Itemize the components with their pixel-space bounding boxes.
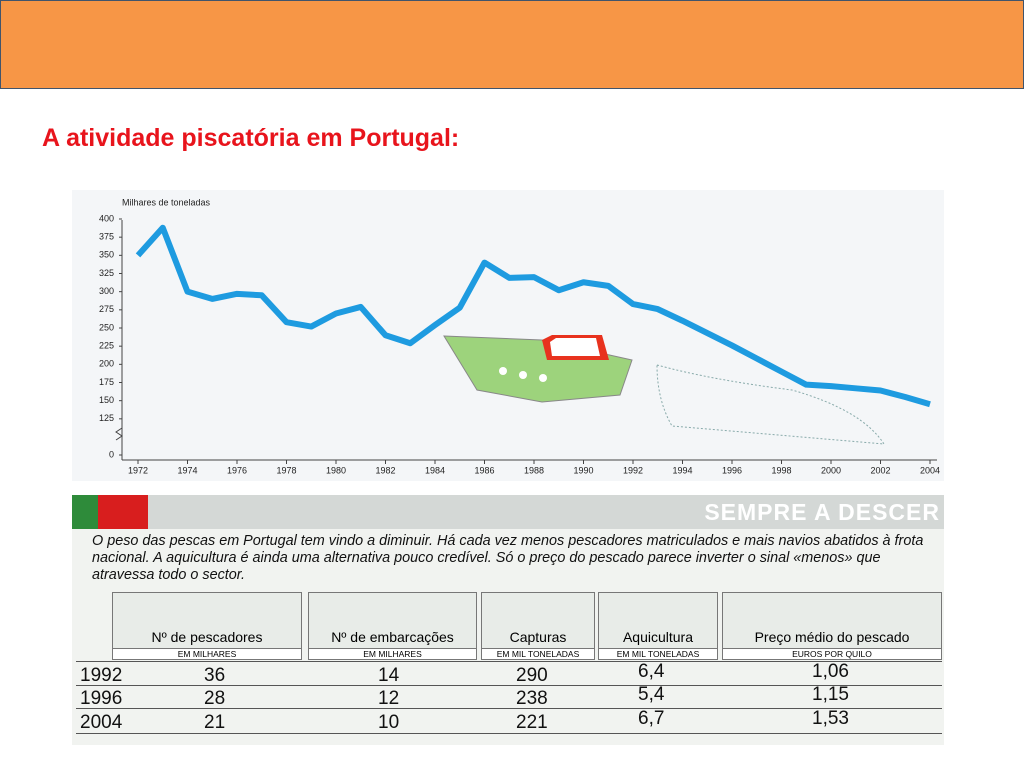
x-tick-label: 2002 xyxy=(870,465,890,475)
y-tick-label: 325 xyxy=(99,268,114,278)
y-tick-label: 375 xyxy=(99,232,114,242)
table-cell: 290 xyxy=(516,665,548,686)
y-axis-label: Milhares de toneladas xyxy=(122,197,211,207)
y-tick-label: 0 xyxy=(109,449,114,459)
slide-title: A atividade piscatória em Portugal: xyxy=(42,124,460,152)
column-label: Preço médio do pescado xyxy=(754,629,910,645)
table-cell: 1,15 xyxy=(812,684,849,705)
table-cell: 6,4 xyxy=(638,661,665,682)
x-tick-label: 1976 xyxy=(227,465,247,475)
table-cell: 10 xyxy=(378,712,400,733)
row-year: 1992 xyxy=(80,665,123,686)
column-header: Nº de embarcações EM MILHARES xyxy=(308,592,477,660)
row-rule xyxy=(76,661,942,662)
row-year: 1996 xyxy=(80,688,123,709)
x-tick-label: 1988 xyxy=(524,465,544,475)
boat xyxy=(443,335,885,445)
data-line xyxy=(135,224,931,408)
x-tick-label: 1994 xyxy=(672,465,692,475)
column-unit: EUROS POR QUILO xyxy=(723,648,941,659)
axis-break xyxy=(115,427,123,441)
column-label: Nº de embarcações xyxy=(331,629,454,645)
x-tick-label: 1996 xyxy=(722,465,742,475)
table-cell: 28 xyxy=(204,688,226,709)
column-unit: EM MILHARES xyxy=(113,648,301,659)
x-tick-label: 1992 xyxy=(623,465,643,475)
y-tick-label: 275 xyxy=(99,304,114,314)
table-cell: 21 xyxy=(204,712,226,733)
table-cell: 238 xyxy=(516,688,548,709)
column-label: Capturas xyxy=(509,629,567,645)
table-cell: 1,06 xyxy=(812,661,849,682)
column-unit: EM MILHARES xyxy=(309,648,476,659)
row-rule xyxy=(76,733,942,734)
y-tick-label: 225 xyxy=(99,341,114,351)
table-header: SEMPRE A DESCER xyxy=(72,495,944,529)
table-cell: 6,7 xyxy=(638,708,665,729)
chart: Milhares de toneladas 0 125 150 175 200 225 25… xyxy=(72,190,944,481)
table-cell: 1,53 xyxy=(812,708,849,729)
table-cell: 14 xyxy=(378,665,400,686)
column-label: Nº de pescadores xyxy=(151,629,263,645)
column-unit: EM MIL TONELADAS xyxy=(482,648,594,659)
x-tick-label: 1990 xyxy=(573,465,593,475)
y-tick-label: 300 xyxy=(99,286,114,296)
y-tick-label: 350 xyxy=(99,250,114,260)
x-tick-label: 1972 xyxy=(128,465,148,475)
column-header: Capturas EM MIL TONELADAS xyxy=(481,592,595,660)
x-tick-label: 1998 xyxy=(771,465,791,475)
header-bar xyxy=(0,0,1024,89)
column-header: Preço médio do pescado EUROS POR QUILO xyxy=(722,592,942,660)
x-tick-label: 2004 xyxy=(920,465,940,475)
table-cell: 221 xyxy=(516,712,548,733)
y-tick-label: 175 xyxy=(99,377,114,387)
chart-bg xyxy=(72,190,944,481)
column-header: Nº de pescadores EM MILHARES xyxy=(112,592,302,660)
x-tick-label: 1974 xyxy=(177,465,197,475)
x-tick-label: 1980 xyxy=(326,465,346,475)
y-tick-label: 125 xyxy=(99,413,114,423)
y-tick-label: 250 xyxy=(99,322,114,332)
table-title: SEMPRE A DESCER xyxy=(704,499,940,525)
row-rule xyxy=(76,685,942,686)
x-tick-label: 1986 xyxy=(474,465,494,475)
row-year: 2004 xyxy=(80,712,123,733)
x-tick-label: 1978 xyxy=(276,465,296,475)
table-cell: 36 xyxy=(204,665,226,686)
column-label: Aquicultura xyxy=(622,629,694,645)
y-tick-label: 200 xyxy=(99,359,114,369)
x-tick-label: 1984 xyxy=(425,465,445,475)
column-header: Aquicultura EM MIL TONELADAS xyxy=(598,592,718,660)
x-tick-label: 1982 xyxy=(375,465,395,475)
x-tick-label: 2000 xyxy=(821,465,841,475)
y-tick-label: 400 xyxy=(99,213,114,223)
row-rule xyxy=(76,708,942,709)
table-cell: 12 xyxy=(378,688,400,709)
column-unit: EM MIL TONELADAS xyxy=(599,648,717,659)
table-cell: 5,4 xyxy=(638,684,665,705)
y-tick-label: 150 xyxy=(99,395,114,405)
table-text: O peso das pescas em Portugal tem vindo … xyxy=(92,533,924,583)
info-table: SEMPRE A DESCER O peso das pescas em Por… xyxy=(72,495,944,745)
